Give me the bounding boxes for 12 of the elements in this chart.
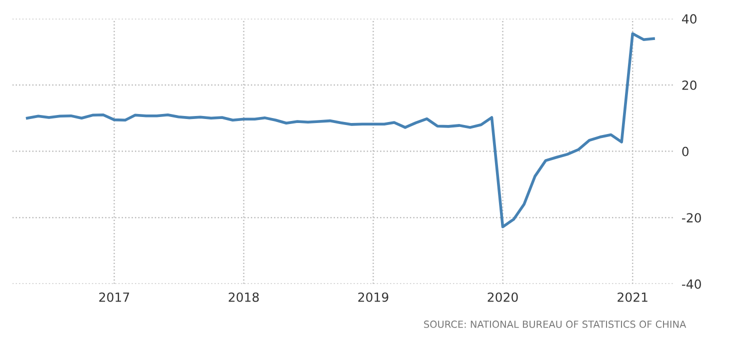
x-tick-label: 2017 [99, 292, 130, 302]
line-series [26, 32, 655, 228]
x-tick-label: 2020 [488, 292, 518, 302]
y-tick-label: -40 [682, 279, 701, 289]
x-tick-label: 2021 [618, 292, 648, 302]
x-tick-label: 2018 [228, 292, 259, 302]
y-tick-label: 0 [682, 146, 689, 156]
y-tick-label: 20 [682, 80, 696, 90]
x-tick-label: 2019 [358, 292, 388, 302]
y-tick-label: 40 [682, 14, 696, 24]
source-note: SOURCE: NATIONAL BUREAU OF STATISTICS OF CHINA [424, 320, 686, 328]
y-tick-label: -20 [682, 213, 701, 223]
